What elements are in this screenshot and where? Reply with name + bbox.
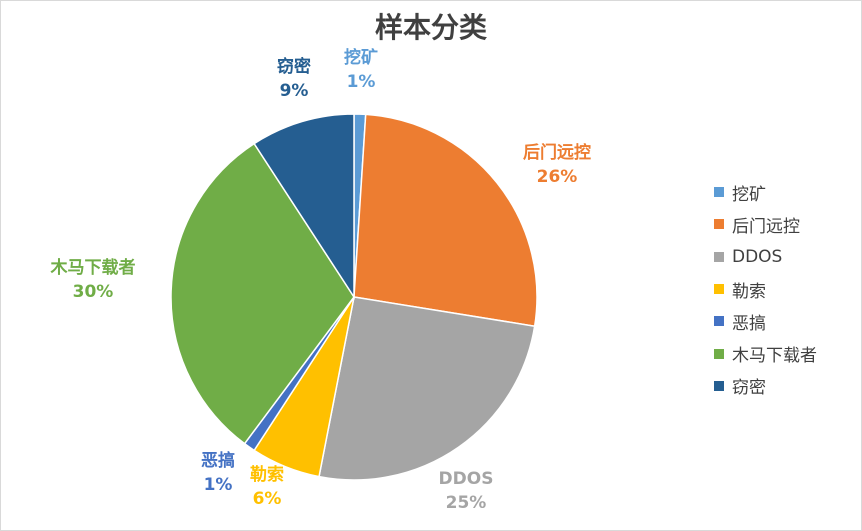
data-label-percent: 6% <box>252 489 282 509</box>
legend-swatch <box>714 316 724 327</box>
legend-label: 后门远控 <box>732 216 800 237</box>
data-label-name: DDOS <box>438 469 494 489</box>
chart-title: 样本分类 <box>374 11 487 44</box>
pie-slice-muma-xiazaizhe <box>170 142 355 445</box>
data-label-percent: 26% <box>536 167 578 187</box>
legend-swatch <box>714 251 724 262</box>
data-label-name: 恶搞 <box>201 451 235 471</box>
legend-swatch <box>714 380 724 391</box>
legend-item-lesuo: 勒索 <box>714 273 817 305</box>
legend-label: 窃密 <box>732 378 766 399</box>
data-label-name: 木马下载者 <box>50 258 136 278</box>
legend-item-houmen-yuankong: 后门远控 <box>714 208 817 240</box>
pie-slice-houmen-yuankong <box>353 113 538 328</box>
pie-slice-qiemi <box>253 113 355 300</box>
legend-swatch <box>714 348 724 359</box>
legend-label: 挖矿 <box>732 184 766 205</box>
data-label-percent: 30% <box>72 282 114 302</box>
legend-label: 恶搞 <box>732 313 766 334</box>
legend-label: 木马下载者 <box>732 346 817 367</box>
legend-swatch <box>714 284 724 295</box>
pie-slice-ddos <box>318 296 536 481</box>
data-label-qiemi: 窃密 9% <box>277 55 311 103</box>
data-label-houmen-yuankong: 后门远控 26% <box>523 141 591 189</box>
legend-item-muma-xiazaizhe: 木马下载者 <box>714 337 817 369</box>
data-label-name: 后门远控 <box>523 143 591 163</box>
data-label-name: 挖矿 <box>344 48 378 68</box>
data-label-lesuo: 勒索 6% <box>250 463 284 511</box>
legend-item-egao: 恶搞 <box>714 305 817 337</box>
data-label-ddos: DDOS 25% <box>439 467 494 515</box>
data-label-wakuang: 挖矿 1% <box>344 46 378 94</box>
data-label-percent: 1% <box>203 475 233 495</box>
legend-item-ddos: DDOS <box>714 241 817 273</box>
legend-label: DDOS <box>732 246 783 267</box>
legend: 挖矿后门远控 DDOS 勒索恶搞木马下载者窃密 <box>714 176 817 402</box>
data-label-percent: 25% <box>445 493 487 513</box>
legend-item-qiemi: 窃密 <box>714 370 817 402</box>
legend-swatch <box>714 219 724 230</box>
data-label-percent: 1% <box>346 72 376 92</box>
legend-swatch <box>714 187 724 198</box>
data-label-percent: 9% <box>279 81 309 101</box>
legend-label: 勒索 <box>732 281 766 302</box>
data-label-name: 窃密 <box>277 57 311 77</box>
data-label-egao: 恶搞 1% <box>201 449 235 497</box>
data-label-name: 勒索 <box>250 465 284 485</box>
legend-item-wakuang: 挖矿 <box>714 176 817 208</box>
data-label-muma-xiazaizhe: 木马下载者 30% <box>51 256 136 304</box>
